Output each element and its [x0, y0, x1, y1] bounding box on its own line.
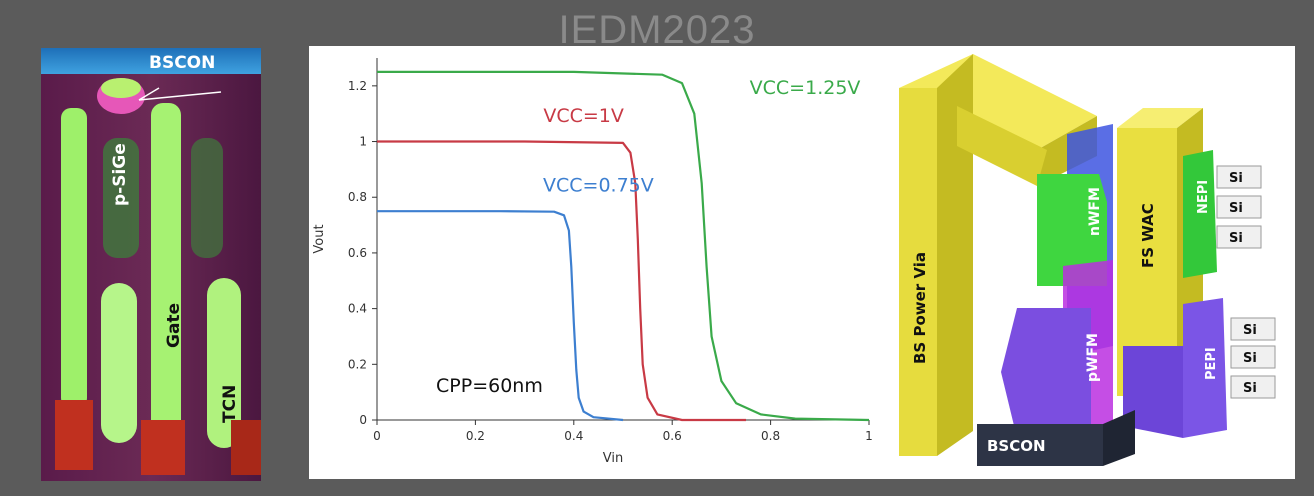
tcn-column-2	[207, 278, 241, 448]
x-tick-label: 0	[373, 429, 381, 443]
x-axis-title: Vin	[603, 451, 623, 466]
y-tick-label: 0	[359, 413, 367, 427]
tcn-label: TCN	[220, 385, 240, 423]
bs-power-via-label: BS Power Via	[911, 252, 929, 364]
series-label: VCC=0.75V	[543, 175, 654, 197]
gate-label: Gate	[164, 303, 184, 348]
series-label: VCC=1.25V	[750, 77, 861, 99]
series-line-1	[377, 210, 624, 422]
bscon-label-schematic: BSCON	[987, 437, 1046, 455]
x-tick-label: 1	[865, 429, 873, 443]
nepi-block	[1183, 150, 1217, 278]
si-fins	[1216, 165, 1276, 399]
series-line-2	[377, 140, 746, 422]
pwfm-label: pWFM	[1085, 333, 1101, 382]
si-label: Si	[1229, 231, 1243, 246]
fs-wac-column	[1117, 128, 1177, 396]
cpp-annotation: CPP=60nm	[436, 375, 543, 397]
p-channel-block	[1001, 308, 1091, 438]
chart-series	[377, 70, 870, 422]
vtc-chart-svg: 0 0.2 0.4 0.6 0.8 1 0 0.2 0.4 0.6 0.8 1 1.2 Vin Vout V…	[312, 58, 873, 466]
bscon-label-micro: BSCON	[149, 53, 215, 73]
si-label: Si	[1229, 171, 1243, 186]
y-tick-label: 0.2	[348, 357, 367, 371]
device-schematic: BS Power Via FS WAC nWFM pWFM NEPI PEPI …	[877, 46, 1295, 479]
si-label: Si	[1243, 351, 1257, 366]
si-label: Si	[1229, 201, 1243, 216]
series-label: VCC=1V	[543, 105, 624, 127]
x-tick-label: 0.6	[663, 429, 682, 443]
x-tick-label: 0.8	[761, 429, 780, 443]
pepi-label: PEPI	[1204, 347, 1219, 380]
y-axis-title: Vout	[312, 224, 327, 253]
gate-column-1	[61, 108, 87, 408]
series-line-3	[377, 70, 870, 422]
gate-column-2	[151, 103, 181, 433]
y-tick-label: 0.6	[348, 246, 367, 260]
y-tick-label: 1.2	[348, 79, 367, 93]
chart-labels: VCC=0.75V VCC=1V VCC=1.25V CPP=60nm	[436, 77, 860, 397]
nepi-label: NEPI	[1196, 180, 1211, 214]
x-tick-label: 0.2	[466, 429, 485, 443]
fs-wac-label: FS WAC	[1139, 203, 1157, 268]
y-tick-label: 1	[359, 135, 367, 149]
conference-watermark: IEDM2023	[558, 8, 756, 52]
tcn-column-1	[101, 283, 137, 443]
si-label: Si	[1243, 381, 1257, 396]
bscon-block	[977, 424, 1103, 466]
y-tick-label: 0.8	[348, 190, 367, 204]
pepi-block	[1183, 298, 1227, 438]
tem-micrograph: BSCON p-SiGe Gate TCN	[41, 48, 261, 481]
x-tick-label: 0.4	[564, 429, 583, 443]
vtc-chart: 0 0.2 0.4 0.6 0.8 1 0 0.2 0.4 0.6 0.8 1 1.2 Vin Vout V…	[309, 46, 877, 479]
p-sige-label: p-SiGe	[110, 143, 130, 206]
nwfm-label: nWFM	[1087, 187, 1103, 236]
n-channel-block	[1037, 174, 1107, 286]
si-label: Si	[1243, 323, 1257, 338]
y-tick-label: 0.4	[348, 302, 367, 316]
